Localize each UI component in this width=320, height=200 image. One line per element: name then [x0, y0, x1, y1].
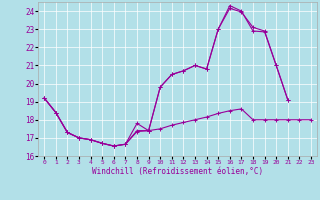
X-axis label: Windchill (Refroidissement éolien,°C): Windchill (Refroidissement éolien,°C): [92, 167, 263, 176]
